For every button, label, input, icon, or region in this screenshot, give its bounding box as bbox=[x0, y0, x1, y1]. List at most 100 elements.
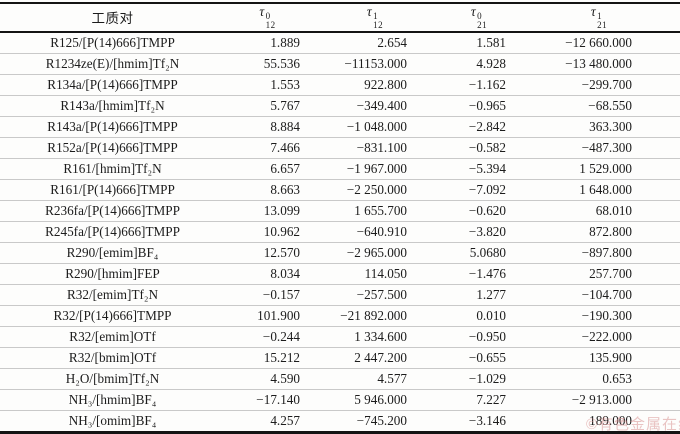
tau-symbol: τ bbox=[259, 4, 265, 19]
fluid-pair-cell: NH₃/[omim]BF₄ bbox=[68, 412, 157, 428]
value-cell: 5 946.000 bbox=[310, 389, 440, 411]
value-cell: 2 447.200 bbox=[310, 347, 440, 369]
value-cell: −0.655 bbox=[440, 347, 518, 369]
tau-symbol: τ bbox=[590, 4, 597, 19]
fluid-pair-cell: R290/[hmim]FEP bbox=[0, 263, 225, 285]
table-header: 工质对 τ 0 12 τ 1 12 τ 0 21 τ 1 21 bbox=[0, 3, 680, 33]
tau-symbol: τ bbox=[470, 4, 477, 19]
value-cell: −257.500 bbox=[310, 284, 440, 306]
value-cell: −222.000 bbox=[518, 326, 680, 348]
value-cell: −0.582 bbox=[440, 137, 518, 159]
value-cell: −831.100 bbox=[310, 137, 440, 159]
value-cell: −299.700 bbox=[518, 74, 680, 96]
fluid-pair-cell: R143a/[P(14)666]TMPP bbox=[0, 116, 225, 138]
value-cell: −3.820 bbox=[440, 221, 518, 243]
header-row: 工质对 τ 0 12 τ 1 12 τ 0 21 τ 1 21 bbox=[0, 3, 680, 33]
value-cell: −0.157 bbox=[225, 284, 310, 306]
value-cell: 5.767 bbox=[225, 95, 310, 117]
table-row: R32/[P(14)666]TMPP 101.900 −21 892.000 0.01… bbox=[0, 305, 680, 327]
column-header-tau21-0: τ 0 21 bbox=[440, 3, 518, 33]
value-cell: −2 965.000 bbox=[310, 242, 440, 264]
value-cell: 6.657 bbox=[225, 158, 310, 180]
table-row: R1234ze(E)/[hmim]Tf₂N 55.536 −11153.000 4.9… bbox=[0, 53, 680, 75]
fluid-pair-cell: R161/[hmim]Tf₂N bbox=[0, 158, 225, 180]
value-cell: −13 480.000 bbox=[518, 53, 680, 75]
value-cell: 1 334.600 bbox=[310, 326, 440, 348]
fluid-pair-cell: H₂O/[bmim]Tf₂N bbox=[0, 368, 225, 390]
value-cell: 4.590 bbox=[225, 368, 310, 390]
table-row: R290/[hmim]FEP 8.034 114.050 −1.476 257.700 bbox=[0, 263, 680, 285]
table-row: R125/[P(14)666]TMPP 1.889 2.654 1.581 −12 66… bbox=[0, 31, 680, 54]
table-row: R290/[emim]BF₄ 12.570 −2 965.000 5.0680 −897… bbox=[0, 242, 680, 264]
value-cell: 8.034 bbox=[225, 263, 310, 285]
fluid-pair-header-label: 工质对 bbox=[91, 11, 134, 27]
value-cell: 1.581 bbox=[440, 31, 518, 54]
tau-superscript: 1 bbox=[597, 10, 603, 21]
value-cell: 4.257 bbox=[270, 412, 300, 428]
value-cell: 15.212 bbox=[225, 347, 310, 369]
fluid-pair-cell: R125/[P(14)666]TMPP bbox=[0, 31, 225, 54]
value-cell: −0.244 bbox=[225, 326, 310, 348]
table-row: R236fa/[P(14)666]TMPP 13.099 1 655.700 −0.6… bbox=[0, 200, 680, 222]
value-cell: −1.476 bbox=[440, 263, 518, 285]
table-row: R134a/[P(14)666]TMPP 1.553 922.800 −1.162 −2… bbox=[0, 74, 680, 96]
value-cell: −3.146 bbox=[468, 412, 506, 428]
column-header-tau12-1: τ 1 12 bbox=[310, 3, 440, 33]
tau-superscript: 0 bbox=[477, 10, 483, 21]
column-header-fluid-pair: 工质对 bbox=[0, 3, 225, 33]
value-cell: 1.553 bbox=[225, 74, 310, 96]
value-cell: −1 967.000 bbox=[310, 158, 440, 180]
value-cell: 7.466 bbox=[225, 137, 310, 159]
table-body: R125/[P(14)666]TMPP 1.889 2.654 1.581 −12 66… bbox=[0, 31, 680, 433]
value-cell: 922.800 bbox=[310, 74, 440, 96]
value-cell: 7.227 bbox=[440, 389, 518, 411]
value-cell: −1 048.000 bbox=[310, 116, 440, 138]
fluid-pair-cell: R32/[P(14)666]TMPP bbox=[0, 305, 225, 327]
value-cell: 55.536 bbox=[225, 53, 310, 75]
value-cell: −349.400 bbox=[310, 95, 440, 117]
value-cell: −897.800 bbox=[518, 242, 680, 264]
value-cell: 2.654 bbox=[310, 31, 440, 54]
value-cell: 4.577 bbox=[310, 368, 440, 390]
table-row: NH₃/[omim]BF₄ 4.257 −745.200 −3.146 189.000 bbox=[0, 410, 680, 432]
fluid-pair-cell: R236fa/[P(14)666]TMPP bbox=[0, 200, 225, 222]
value-cell: 0.010 bbox=[440, 305, 518, 327]
value-cell: −1.162 bbox=[440, 74, 518, 96]
value-cell: 135.900 bbox=[518, 347, 680, 369]
value-cell: −21 892.000 bbox=[310, 305, 440, 327]
value-cell: 1 655.700 bbox=[310, 200, 440, 222]
tau-symbol: τ bbox=[366, 4, 373, 19]
value-cell: −0.965 bbox=[440, 95, 518, 117]
value-cell: −0.950 bbox=[440, 326, 518, 348]
table-row: R152a/[P(14)666]TMPP 7.466 −831.100 −0.582−… bbox=[0, 137, 680, 159]
table-row: R245fa/[P(14)666]TMPP 10.962 −640.910 −3.82… bbox=[0, 221, 680, 243]
table-row: R161/[P(14)666]TMPP 8.663 −2 250.000 −7.092… bbox=[0, 179, 680, 201]
value-cell: −1.029 bbox=[440, 368, 518, 390]
table-row: R143a/[P(14)666]TMPP 8.884 −1 048.000 −2.84… bbox=[0, 116, 680, 138]
fluid-pair-cell: R32/[bmim]OTf bbox=[0, 347, 225, 369]
value-cell: 68.010 bbox=[518, 200, 680, 222]
fluid-pair-cell: R32/[emim]OTf bbox=[0, 326, 225, 348]
tau-subscript: 12 bbox=[373, 20, 384, 31]
table-row: R143a/[hmim]Tf₂N 5.767 −349.400 −0.965 −68.5… bbox=[0, 95, 680, 117]
value-cell: −68.550 bbox=[518, 95, 680, 117]
fluid-pair-cell: R134a/[P(14)666]TMPP bbox=[0, 74, 225, 96]
tau-subscript: 21 bbox=[597, 20, 608, 31]
value-cell: 8.884 bbox=[225, 116, 310, 138]
value-cell: 1.889 bbox=[225, 31, 310, 54]
value-cell: 1 648.000 bbox=[518, 179, 680, 201]
value-cell: 13.099 bbox=[225, 200, 310, 222]
value-cell: −5.394 bbox=[440, 158, 518, 180]
value-cell: −745.200 bbox=[356, 412, 407, 428]
value-cell: −2.842 bbox=[440, 116, 518, 138]
column-header-tau12-0: τ 0 12 bbox=[225, 3, 310, 33]
value-cell: −2 250.000 bbox=[310, 179, 440, 201]
value-cell: 101.900 bbox=[225, 305, 310, 327]
value-cell: 4.928 bbox=[440, 53, 518, 75]
value-cell: 257.700 bbox=[518, 263, 680, 285]
fluid-pair-cell: R32/[emim]Tf₂N bbox=[0, 284, 225, 306]
fluid-pair-cell: NH₃/[hmim]BF₄ bbox=[0, 389, 225, 411]
table-row: R161/[hmim]Tf₂N 6.657 −1 967.000 −5.394 1 52… bbox=[0, 158, 680, 180]
fluid-pair-cell: R245fa/[P(14)666]TMPP bbox=[0, 221, 225, 243]
